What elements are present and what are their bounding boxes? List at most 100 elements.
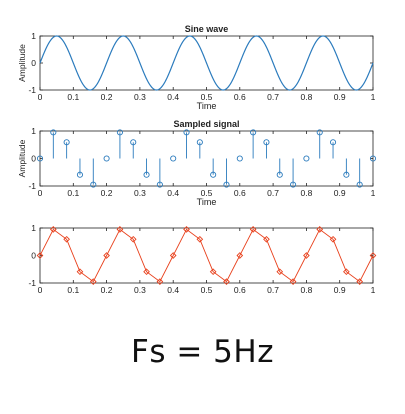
stem-marker [63,139,70,146]
stem-marker [263,139,270,146]
x-tick-label: 0.4 [167,188,179,198]
chart-title: Sampled signal [173,119,239,129]
stem-marker [90,181,97,188]
stem-marker [290,181,297,188]
diamond-marker [143,268,150,276]
stem-marker [236,155,243,162]
y-tick-label: -1 [28,181,36,191]
x-axis-label: Time [197,197,217,207]
diamond-marker [129,235,137,243]
diamond-marker [223,278,230,285]
stem-marker [210,171,217,178]
x-tick-label: 0.6 [234,188,246,198]
x-tick-label: 0.4 [167,285,179,295]
x-tick-label: 0.5 [201,285,213,295]
x-tick-label: 0.8 [300,285,312,295]
stem-marker [329,139,337,146]
x-tick-label: 0.5 [201,92,213,102]
stem-marker [50,129,57,136]
x-tick-label: 0.1 [67,92,79,102]
stem-marker [369,155,377,162]
y-tick-label: 1 [31,31,36,41]
x-tick-label: 0.3 [134,285,146,295]
sine-wave-line [39,35,374,91]
stem-marker [76,171,84,178]
stem-marker [36,155,44,162]
stem-marker [196,139,203,146]
diamond-marker [343,268,350,276]
stem-marker [103,155,110,162]
diamond-marker [63,235,70,243]
plot-2 [36,129,377,188]
stem-marker [356,181,363,188]
y-tick-label: 1 [31,126,36,136]
x-tick-label: 0.1 [67,285,79,295]
x-tick-label: 0.9 [334,285,346,295]
diamond-marker [263,235,270,243]
y-axis-label: Amplitude [17,44,27,82]
diamond-marker [289,278,297,285]
x-tick-label: 0.7 [267,188,279,198]
y-tick-label: 0 [31,251,36,261]
x-tick-label: 0.2 [101,92,113,102]
x-axis-label: Time [197,101,217,111]
stem-marker [276,171,283,178]
diamond-marker [49,226,57,233]
x-tick-label: 0.2 [101,285,113,295]
diamond-marker [116,226,124,233]
diamond-marker [276,268,284,276]
stem-marker [183,129,190,136]
stem-marker [170,155,177,162]
stem-marker [130,139,137,146]
y-tick-label: -1 [28,85,36,95]
x-tick-label: 0.6 [234,92,246,102]
x-tick-label: 1 [371,285,376,295]
x-tick-label: 0.8 [300,188,312,198]
diamond-marker [183,226,190,233]
y-axis-label: Amplitude [17,139,27,177]
axes-box [39,130,374,187]
x-tick-label: 1 [371,188,376,198]
x-tick-label: 0.6 [234,285,246,295]
diamond-marker [103,252,110,259]
diamond-marker [329,235,337,243]
stem-marker [343,171,350,178]
plot-1 [39,35,374,91]
diamond-marker [209,268,217,276]
diamond-marker [36,252,44,259]
stem-marker [316,129,323,136]
plot-3 [36,226,377,285]
diamond-marker [156,278,164,285]
x-tick-label: 0.5 [201,188,213,198]
x-tick-label: 0 [38,285,43,295]
x-tick-label: 0.2 [101,188,113,198]
stem-marker [250,129,257,136]
diamond-marker [369,252,377,259]
diamond-marker [356,278,364,285]
diamond-marker [196,235,204,243]
sampling-rate-caption: Fs = 5Hz [131,334,274,370]
sampled-line [39,228,374,283]
diamond-marker [89,278,97,285]
x-tick-label: 0 [38,188,43,198]
x-tick-label: 1 [371,92,376,102]
diamond-marker [249,226,257,233]
y-tick-label: 0 [31,58,36,68]
diamond-marker [169,252,177,259]
stem-marker [143,171,150,178]
stem-marker [223,181,230,188]
x-tick-label: 0.7 [267,92,279,102]
y-tick-label: 1 [31,223,36,233]
diamond-marker [76,268,84,276]
stem-marker [156,181,163,188]
x-tick-label: 0.3 [134,188,146,198]
diamond-marker [236,252,244,259]
y-tick-label: 0 [31,154,36,164]
stem-marker [116,129,123,136]
x-tick-label: 0 [38,92,43,102]
y-tick-label: -1 [28,278,36,288]
x-tick-label: 0.1 [67,188,79,198]
x-tick-label: 0.8 [300,92,312,102]
chart-title: Sine wave [185,24,229,34]
